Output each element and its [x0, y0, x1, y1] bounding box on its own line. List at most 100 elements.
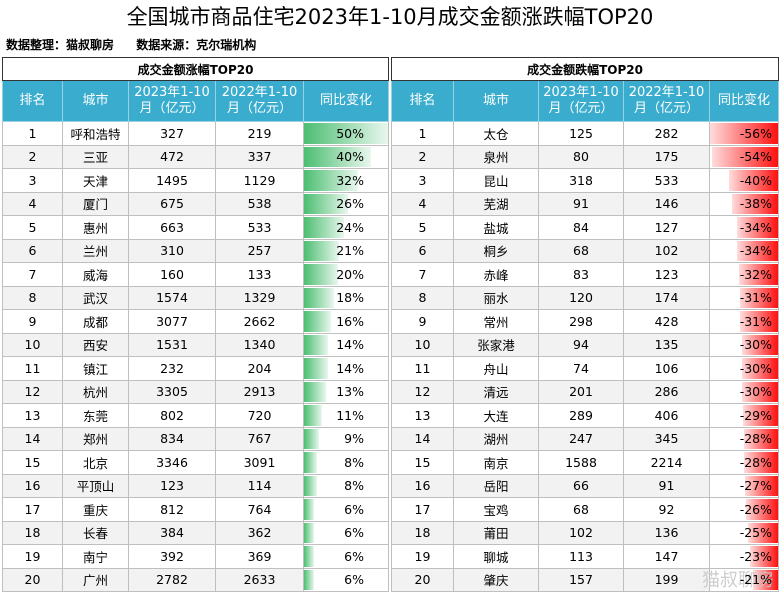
table-row: 12 清远 201 286 -30% — [391, 379, 780, 404]
cell-y2022: 147 — [623, 544, 710, 569]
cell-change: 9% — [302, 426, 390, 451]
cell-y2023: 1588 — [538, 450, 624, 475]
table-row: 11 镇江 232 204 14% — [2, 356, 390, 381]
cell-rank: 3 — [2, 168, 63, 193]
cell-city: 呼和浩特 — [62, 121, 129, 146]
change-value: 18% — [336, 290, 365, 306]
cell-y2023: 83 — [538, 262, 624, 287]
cell-y2023: 113 — [538, 544, 624, 569]
header-2022: 2022年1-10月（亿元） — [215, 80, 304, 122]
fall-panel: 成交金额跌幅TOP20 排名 城市 2023年1-10月（亿元） 2022年1-… — [390, 57, 780, 592]
cell-y2023: 663 — [128, 215, 216, 240]
cell-y2022: 204 — [215, 356, 304, 381]
cell-city: 舟山 — [453, 356, 539, 381]
header-2023: 2023年1-10月（亿元） — [128, 80, 216, 122]
cell-rank: 12 — [391, 379, 454, 404]
cell-change: 6% — [302, 520, 390, 545]
change-value: 24% — [336, 219, 365, 235]
change-value: -28% — [739, 431, 773, 447]
cell-change: -34% — [708, 215, 780, 240]
cell-y2022: 1329 — [215, 285, 304, 310]
cell-city: 郑州 — [62, 426, 129, 451]
cell-y2023: 84 — [538, 215, 624, 240]
table-row: 12 杭州 3305 2913 13% — [2, 379, 390, 404]
cell-city: 东莞 — [62, 403, 129, 428]
cell-y2023: 125 — [538, 121, 624, 146]
cell-change: 18% — [302, 285, 390, 310]
cell-y2022: 2662 — [215, 309, 304, 334]
cell-rank: 17 — [2, 497, 63, 522]
cell-y2022: 106 — [623, 356, 710, 381]
table-row: 16 岳阳 66 91 -27% — [391, 473, 780, 498]
cell-y2023: 232 — [128, 356, 216, 381]
cell-rank: 17 — [391, 497, 454, 522]
cell-city: 桐乡 — [453, 238, 539, 263]
cell-y2023: 68 — [538, 497, 624, 522]
cell-change: -32% — [708, 262, 780, 287]
change-bar — [304, 217, 345, 238]
change-value: -26% — [739, 501, 773, 517]
table-row: 15 南京 1588 2214 -28% — [391, 450, 780, 475]
cell-rank: 12 — [2, 379, 63, 404]
cell-change: 14% — [302, 332, 390, 357]
cell-y2022: 175 — [623, 144, 710, 169]
change-value: -54% — [739, 149, 773, 165]
change-bar — [304, 428, 320, 449]
change-bar — [304, 452, 318, 473]
cell-change: -23% — [708, 544, 780, 569]
cell-y2022: 345 — [623, 426, 710, 451]
cell-city: 岳阳 — [453, 473, 539, 498]
cell-rank: 13 — [2, 403, 63, 428]
change-bar — [304, 522, 315, 543]
change-bar — [741, 381, 778, 402]
cell-rank: 14 — [391, 426, 454, 451]
change-value: -30% — [739, 360, 773, 376]
table-row: 14 郑州 834 767 9% — [2, 426, 390, 451]
cell-y2022: 92 — [623, 497, 710, 522]
cell-change: -38% — [708, 191, 780, 216]
table-row: 18 莆田 102 136 -25% — [391, 520, 780, 545]
table-row: 4 芜湖 91 146 -38% — [391, 191, 780, 216]
cell-rank: 19 — [2, 544, 63, 569]
cell-y2023: 318 — [538, 168, 624, 193]
cell-y2023: 94 — [538, 332, 624, 357]
change-value: -30% — [739, 384, 773, 400]
cell-city: 常州 — [453, 309, 539, 334]
table-row: 5 惠州 663 533 24% — [2, 215, 390, 240]
table-row: 1 太仓 125 282 -56% — [391, 121, 780, 146]
cell-change: -30% — [708, 379, 780, 404]
cell-rank: 5 — [2, 215, 63, 240]
table-row: 19 南宁 392 369 6% — [2, 544, 390, 569]
cell-y2023: 102 — [538, 520, 624, 545]
table-row: 11 舟山 74 106 -30% — [391, 356, 780, 381]
cell-y2022: 114 — [215, 473, 304, 498]
cell-change: 13% — [302, 379, 390, 404]
table-row: 7 赤峰 83 123 -32% — [391, 262, 780, 287]
cell-y2022: 199 — [623, 567, 710, 592]
cell-y2023: 74 — [538, 356, 624, 381]
change-bar — [747, 522, 778, 543]
header-2022: 2022年1-10月（亿元） — [623, 80, 710, 122]
change-value: -27% — [739, 478, 773, 494]
cell-y2022: 219 — [215, 121, 304, 146]
cell-rank: 5 — [391, 215, 454, 240]
change-bar — [304, 334, 328, 355]
change-bar — [304, 311, 331, 332]
cell-city: 聊城 — [453, 544, 539, 569]
cell-change: 32% — [302, 168, 390, 193]
change-bar — [739, 264, 778, 285]
cell-y2023: 298 — [538, 309, 624, 334]
cell-y2022: 2633 — [215, 567, 304, 592]
cell-y2023: 1495 — [128, 168, 216, 193]
cell-rank: 11 — [2, 356, 63, 381]
change-value: -38% — [739, 196, 773, 212]
table-row: 3 昆山 318 533 -40% — [391, 168, 780, 193]
change-bar — [304, 240, 340, 261]
cell-city: 北京 — [62, 450, 129, 475]
change-value: 13% — [336, 384, 365, 400]
change-bar — [304, 381, 326, 402]
cell-y2022: 135 — [623, 332, 710, 357]
cell-change: 6% — [302, 544, 390, 569]
change-value: -21% — [739, 572, 773, 588]
header-change: 同比变化 — [708, 80, 780, 122]
